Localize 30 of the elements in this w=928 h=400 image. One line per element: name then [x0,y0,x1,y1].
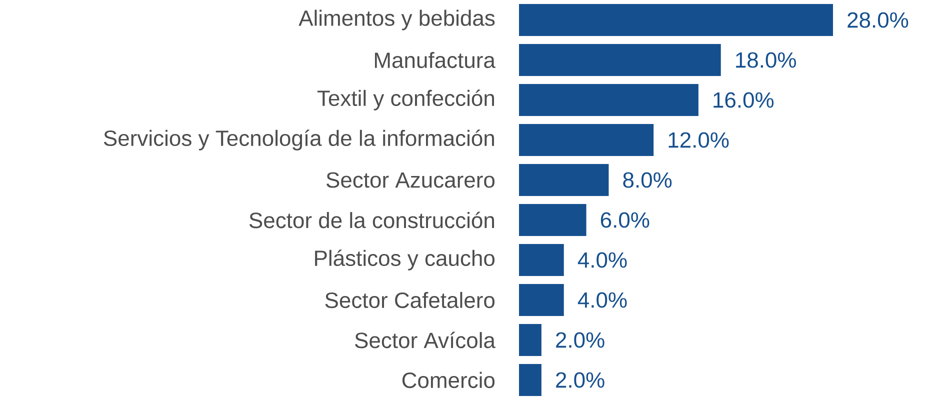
bar [519,284,564,316]
bar [519,204,586,236]
y-tick-label: Sector Azucarero [326,172,495,188]
data-label: 4.0% [578,252,627,268]
bar [519,364,542,396]
bar [519,4,833,36]
bar [519,244,564,276]
y-tick-label: Sector de la construcción [249,212,494,228]
data-label: 28.0% [848,12,908,28]
data-label: 18.0% [736,52,796,68]
bar [519,44,721,76]
bar [519,164,609,196]
y-tick-label: Sector Cafetalero [325,292,495,308]
bar [519,84,698,116]
y-tick-label: Textil y confección [317,90,494,110]
data-label: 2.0% [556,372,604,388]
data-label: 16.0% [714,92,774,108]
data-label: 12.0% [668,132,729,148]
data-label: 4.0% [578,292,627,308]
y-tick-label: Plásticos y caucho [315,250,495,270]
bar [519,124,654,156]
data-label: 8.0% [623,172,672,188]
data-label: 2.0% [556,332,604,348]
y-tick-label: Servicios y Tecnología de la información [104,130,494,150]
data-label: 6.0% [600,212,650,228]
y-tick-label: Comercio [402,372,495,388]
y-tick-label: Sector Avícola [355,332,496,348]
bar [519,324,542,356]
y-tick-label: Alimentos y bebidas [298,10,495,30]
y-tick-label: Manufactura [374,52,496,68]
